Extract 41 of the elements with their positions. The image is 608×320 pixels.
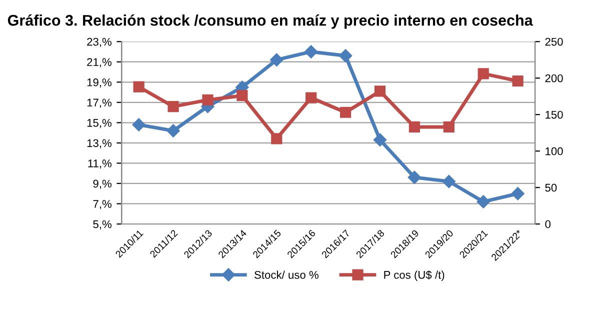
point (270, 53, 284, 66)
point (340, 106, 352, 118)
legend-label: P cos (U$ /t) (384, 270, 444, 281)
point (512, 75, 524, 87)
y2-tick-label: 200 (545, 74, 563, 82)
y2-tick-label: 250 (545, 38, 563, 46)
point (133, 81, 144, 92)
point (166, 124, 180, 138)
point (338, 49, 352, 62)
point (478, 68, 489, 80)
y2-tick-label: 150 (546, 110, 563, 119)
y-tick-label: 23,% (87, 38, 112, 48)
point (132, 118, 146, 132)
point (442, 174, 456, 188)
point (373, 133, 387, 146)
y-tick-label: 13,% (87, 139, 112, 148)
y-tick-label: 11,% (88, 160, 112, 169)
point (408, 170, 422, 184)
chart-title: Gráfico 3. Relación stock /consumo en maíz y precio interno en cosecha (8, 14, 533, 29)
y-tick-label: 9,% (93, 180, 112, 189)
y2-tick-label: 100 (546, 147, 563, 156)
point (168, 100, 179, 112)
y2-tick-label: 50 (545, 184, 557, 192)
point (476, 195, 490, 208)
y-tick-label: 7,% (93, 200, 112, 210)
point (236, 90, 248, 102)
point (443, 121, 454, 133)
point (271, 133, 282, 144)
point (304, 45, 318, 58)
point (374, 86, 386, 97)
point (202, 94, 214, 106)
point (511, 187, 524, 200)
point (306, 92, 317, 104)
legend-label: Stock/ uso % (254, 270, 318, 279)
y2-tick-label: 0 (545, 220, 551, 228)
y-tick-label: 15,% (87, 118, 112, 128)
y-tick-label: 5,% (93, 220, 112, 230)
point (408, 121, 420, 133)
y-tick-label: 17,% (87, 98, 112, 108)
y-tick-label: 19,% (87, 78, 112, 88)
y-tick-label: 21,% (87, 58, 112, 68)
